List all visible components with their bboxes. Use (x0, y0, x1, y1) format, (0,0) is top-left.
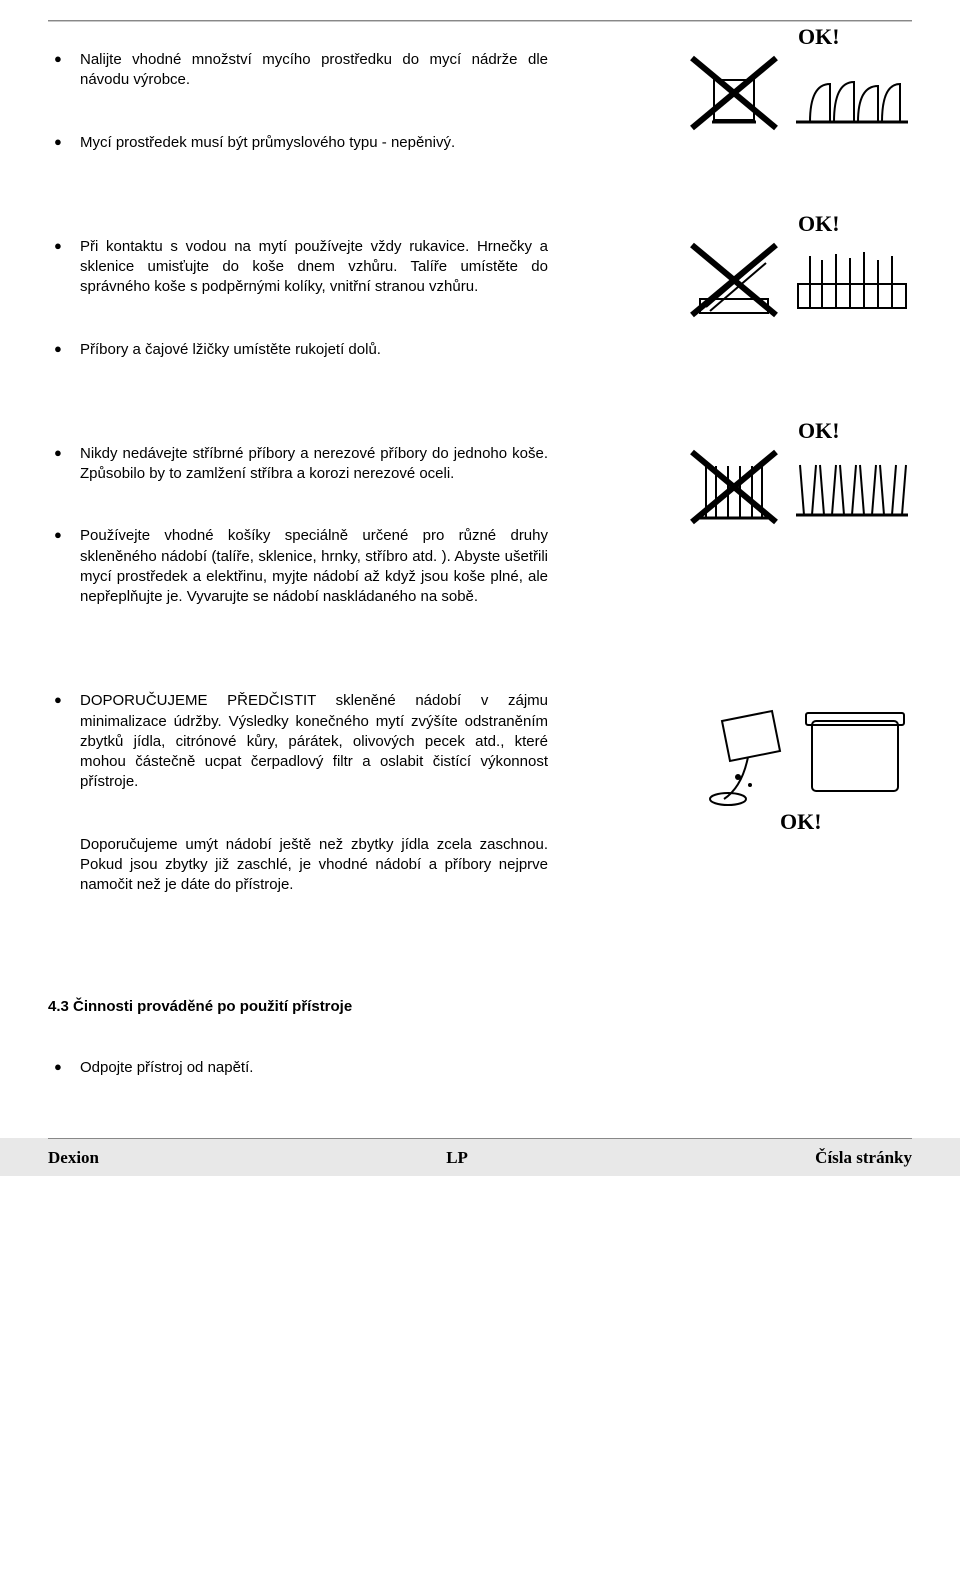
footer-center: LP (446, 1147, 468, 1170)
text-column: Nalijte vhodné množství mycího prostředk… (48, 50, 548, 195)
content-row-2: Při kontaktu s vodou na mytí používejte … (48, 237, 912, 402)
document-page: Nalijte vhodné množství mycího prostředk… (0, 0, 960, 1176)
footer-right: Čísla stránky (815, 1147, 912, 1170)
correct-icon (792, 240, 912, 322)
bullet-item: Používejte vhodné košíky speciálně určen… (48, 526, 548, 607)
illustration-scrape-food: OK! (702, 691, 912, 837)
bullet-item: Příbory a čajové lžičky umístěte rukojet… (48, 340, 548, 360)
wrong-icon (686, 239, 782, 321)
wrong-icon (686, 52, 782, 134)
ok-label: OK! (798, 22, 912, 52)
illustration-plates: OK! (686, 50, 912, 136)
text-column: Nikdy nedávejte stříbrné příbory a nerez… (48, 444, 548, 650)
wrong-icon (686, 446, 782, 528)
bullet-item: Nalijte vhodné množství mycího prostředk… (48, 50, 548, 91)
content-row-3: Nikdy nedávejte stříbrné příbory a nerez… (48, 444, 912, 650)
bullet-list: Nikdy nedávejte stříbrné příbory a nerez… (48, 444, 548, 608)
footer-left: Dexion (48, 1147, 99, 1170)
page-footer: Dexion LP Čísla stránky (0, 1138, 960, 1176)
bullet-list: Odpojte přístroj od napětí. (48, 1058, 912, 1078)
bullet-item: DOPORUČUJEME PŘEDČISTIT skleněné nádobí … (48, 691, 548, 792)
content-row-4: DOPORUČUJEME PŘEDČISTIT skleněné nádobí … (48, 691, 912, 937)
correct-icon (792, 54, 912, 136)
bullet-list: DOPORUČUJEME PŘEDČISTIT skleněné nádobí … (48, 691, 548, 895)
paragraph: Doporučujeme umýt nádobí ještě než zbytk… (48, 835, 548, 896)
bullet-item: Při kontaktu s vodou na mytí používejte … (48, 237, 548, 298)
ok-label: OK! (780, 807, 822, 837)
illustration-glasses: OK! (686, 444, 912, 530)
text-column: Při kontaktu s vodou na mytí používejte … (48, 237, 548, 402)
content-row-1: Nalijte vhodné množství mycího prostředk… (48, 50, 912, 195)
top-rule (48, 20, 912, 22)
text-column: DOPORUČUJEME PŘEDČISTIT skleněné nádobí … (48, 691, 548, 937)
bullet-item: Odpojte přístroj od napětí. (48, 1058, 912, 1078)
ok-label: OK! (798, 416, 912, 446)
bullet-list: Při kontaktu s vodou na mytí používejte … (48, 237, 548, 360)
correct-icon (792, 447, 912, 529)
illustration-column: OK! (578, 691, 912, 837)
illustration-column: OK! (578, 237, 912, 323)
scrape-sketch-icon (702, 691, 912, 811)
bullet-item: Nikdy nedávejte stříbrné příbory a nerez… (48, 444, 548, 485)
bullet-item: Mycí prostředek musí být průmyslového ty… (48, 133, 548, 153)
illustration-column: OK! (578, 50, 912, 136)
illustration-column: OK! (578, 444, 912, 530)
ok-label: OK! (798, 209, 912, 239)
bullet-list: Nalijte vhodné množství mycího prostředk… (48, 50, 548, 153)
illustration-cutlery: OK! (686, 237, 912, 323)
section-heading: 4.3 Činnosti prováděné po použití přístr… (48, 997, 912, 1017)
